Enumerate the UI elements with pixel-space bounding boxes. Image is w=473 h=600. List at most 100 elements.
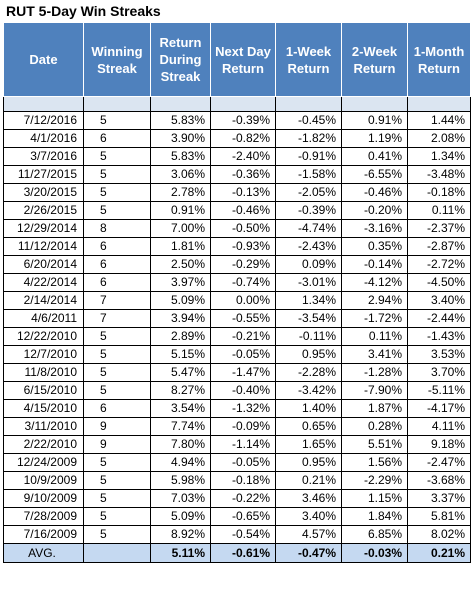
table-row: 12/7/2010 5 5.15% -0.05% 0.95% 3.41% 3.53% (3, 345, 471, 364)
cell-date: 3/11/2010 (3, 417, 84, 436)
cell-return-during-streak: 1.81% (150, 237, 211, 256)
cell-next-day-return: -0.22% (210, 489, 276, 508)
cell-next-day-return: -1.14% (210, 435, 276, 454)
cell-1-month-return: 5.81% (407, 507, 471, 526)
cell-return-during-streak: 0.91% (150, 201, 211, 220)
cell-1-month-return: -2.72% (407, 255, 471, 274)
cell-winning-streak: 5 (83, 363, 151, 382)
cell-winning-streak: 7 (83, 309, 151, 328)
cell-1-week-return: 1.65% (275, 435, 342, 454)
cell-1-month-return: -3.48% (407, 165, 471, 184)
cell-next-day-return: -0.05% (210, 453, 276, 472)
cell-winning-streak: 5 (83, 507, 151, 526)
cell-return-during-streak: 5.83% (150, 147, 211, 166)
cell-1-month-return: 3.53% (407, 345, 471, 364)
cell-next-day-return: -0.50% (210, 219, 276, 238)
cell-1-week-return: -3.54% (275, 309, 342, 328)
cell-2-week-return: 0.91% (341, 111, 408, 130)
cell-return-during-streak: 5.11% (150, 543, 211, 563)
cell-1-month-return: 1.44% (407, 111, 471, 130)
cell-1-month-return: -2.87% (407, 237, 471, 256)
cell-2-week-return: -0.14% (341, 255, 408, 274)
cell-return-during-streak: 5.09% (150, 291, 211, 310)
table-row: 3/11/2010 9 7.74% -0.09% 0.65% 0.28% 4.11% (3, 417, 471, 436)
cell-next-day-return: -0.21% (210, 327, 276, 346)
header-1-month-return: 1-Month Return (407, 22, 471, 97)
cell-return-during-streak: 3.90% (150, 129, 211, 148)
cell-next-day-return: -0.09% (210, 417, 276, 436)
cell-date: 7/16/2009 (3, 525, 84, 544)
cell-date: 11/27/2015 (3, 165, 84, 184)
cell-winning-streak: 5 (83, 201, 151, 220)
cell-1-week-return: -0.45% (275, 111, 342, 130)
cell-return-during-streak: 5.83% (150, 111, 211, 130)
cell-2-week-return: -3.16% (341, 219, 408, 238)
cell-1-month-return: -4.50% (407, 273, 471, 292)
header-winning-streak: Winning Streak (83, 22, 151, 97)
cell-1-week-return: -2.05% (275, 183, 342, 202)
cell-1-week-return: -0.47% (275, 543, 342, 563)
cell-winning-streak: 6 (83, 399, 151, 418)
cell-date: 12/24/2009 (3, 453, 84, 472)
cell-2-week-return: 3.41% (341, 345, 408, 364)
cell-date: 12/7/2010 (3, 345, 84, 364)
cell-winning-streak: 6 (83, 237, 151, 256)
header-2-week-return: 2-Week Return (341, 22, 408, 97)
table-row: 3/7/2016 5 5.83% -2.40% -0.91% 0.41% 1.34% (3, 147, 471, 166)
cell-return-during-streak: 3.06% (150, 165, 211, 184)
cell-date: 2/22/2010 (3, 435, 84, 454)
table-row: 11/27/2015 5 3.06% -0.36% -1.58% -6.55% -3.48% (3, 165, 471, 184)
cell-1-month-return: 3.37% (407, 489, 471, 508)
cell-winning-streak: 6 (83, 255, 151, 274)
cell-2-week-return: 1.19% (341, 129, 408, 148)
cell-2-week-return: -7.90% (341, 381, 408, 400)
cell-1-week-return: 1.40% (275, 399, 342, 418)
cell-winning-streak: 5 (83, 165, 151, 184)
cell-2-week-return: -6.55% (341, 165, 408, 184)
cell-1-week-return: -0.39% (275, 201, 342, 220)
cell-next-day-return: -0.61% (210, 543, 276, 563)
cell-2-week-return: -4.12% (341, 273, 408, 292)
cell-1-week-return: 4.57% (275, 525, 342, 544)
cell-return-during-streak: 7.00% (150, 219, 211, 238)
table-row: 7/16/2009 5 8.92% -0.54% 4.57% 6.85% 8.02% (3, 525, 471, 544)
cell-1-week-return: -3.42% (275, 381, 342, 400)
table-row: 9/10/2009 5 7.03% -0.22% 3.46% 1.15% 3.37% (3, 489, 471, 508)
cell-date: 4/22/2014 (3, 273, 84, 292)
cell-winning-streak: 5 (83, 183, 151, 202)
cell-return-during-streak: 3.94% (150, 309, 211, 328)
cell-2-week-return: 2.94% (341, 291, 408, 310)
cell-1-week-return: 0.65% (275, 417, 342, 436)
cell-1-week-return: 0.95% (275, 345, 342, 364)
cell-next-day-return: -0.74% (210, 273, 276, 292)
cell-1-week-return: -0.91% (275, 147, 342, 166)
cell-return-during-streak: 3.54% (150, 399, 211, 418)
cell-winning-streak: 5 (83, 489, 151, 508)
cell-date: 4/15/2010 (3, 399, 84, 418)
spacer-row (3, 96, 471, 112)
cell-return-during-streak: 5.98% (150, 471, 211, 490)
cell-return-during-streak: 5.09% (150, 507, 211, 526)
cell-1-week-return: -2.28% (275, 363, 342, 382)
cell-date: 3/20/2015 (3, 183, 84, 202)
table-row: 6/20/2014 6 2.50% -0.29% 0.09% -0.14% -2.72% (3, 255, 471, 274)
cell-1-month-return: -0.18% (407, 183, 471, 202)
cell-2-week-return: 0.35% (341, 237, 408, 256)
table-row: 12/24/2009 5 4.94% -0.05% 0.95% 1.56% -2.47% (3, 453, 471, 472)
header-date: Date (3, 22, 84, 97)
cell-return-during-streak: 4.94% (150, 453, 211, 472)
cell-winning-streak: 9 (83, 435, 151, 454)
cell-date: 7/12/2016 (3, 111, 84, 130)
cell-date: 12/29/2014 (3, 219, 84, 238)
cell-return-during-streak: 7.80% (150, 435, 211, 454)
table-row: 2/26/2015 5 0.91% -0.46% -0.39% -0.20% 0.11% (3, 201, 471, 220)
cell-1-month-return: -1.43% (407, 327, 471, 346)
cell-next-day-return: -1.47% (210, 363, 276, 382)
cell-next-day-return: -0.93% (210, 237, 276, 256)
cell-1-month-return: -2.37% (407, 219, 471, 238)
cell-2-week-return: 1.56% (341, 453, 408, 472)
cell-winning-streak: 5 (83, 345, 151, 364)
cell-date: 7/28/2009 (3, 507, 84, 526)
cell-2-week-return: 1.84% (341, 507, 408, 526)
cell-winning-streak: 5 (83, 327, 151, 346)
